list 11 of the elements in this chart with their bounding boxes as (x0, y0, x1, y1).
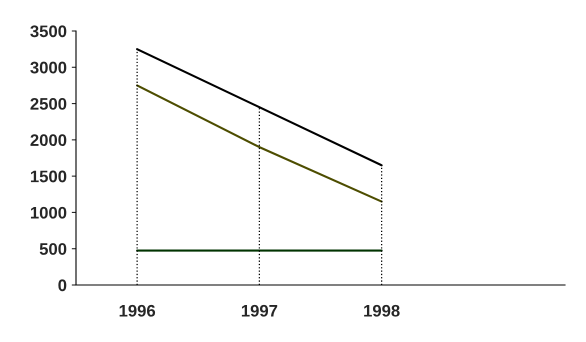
y-tick-label: 1000 (30, 206, 66, 219)
x-tick-label: 1996 (120, 304, 156, 317)
y-tick-label: 0 (58, 279, 66, 292)
x-tick-label: 1997 (242, 304, 278, 317)
x-tick-label: 1998 (364, 304, 400, 317)
y-tick-label: 2000 (30, 134, 66, 146)
y-tick-label: 500 (40, 243, 66, 255)
y-tick-label: 3500 (30, 25, 66, 38)
y-tick-label: 2500 (30, 98, 66, 110)
y-tick-label: 3000 (30, 62, 66, 74)
y-tick-label: 1500 (30, 170, 66, 182)
